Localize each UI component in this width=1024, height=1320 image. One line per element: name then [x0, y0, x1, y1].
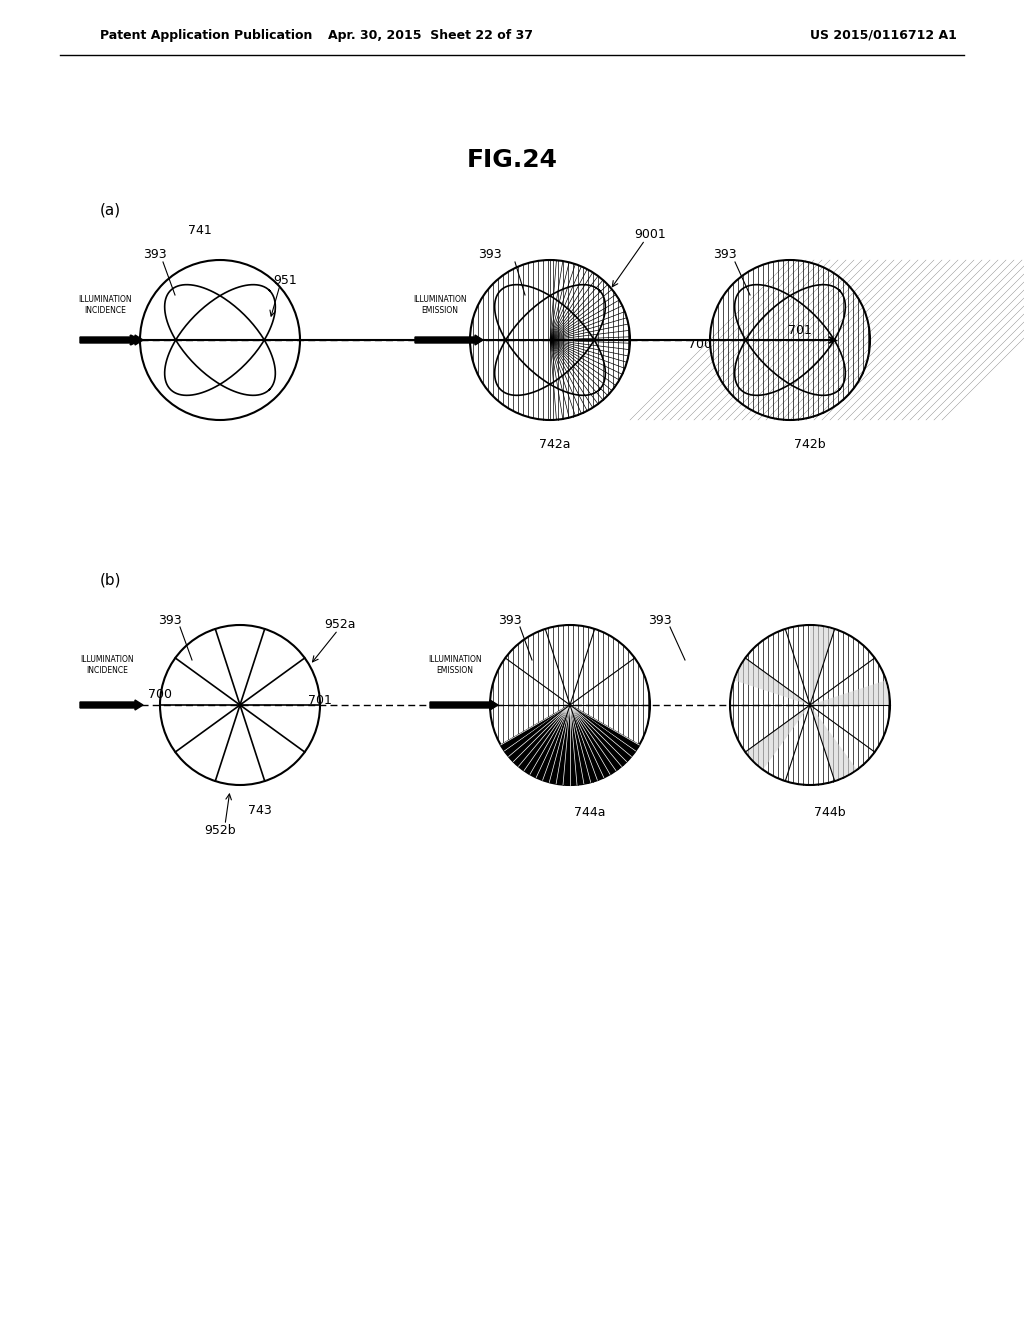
Circle shape: [710, 260, 870, 420]
Text: 393: 393: [499, 614, 522, 627]
Circle shape: [730, 624, 890, 785]
Text: US 2015/0116712 A1: US 2015/0116712 A1: [810, 29, 956, 41]
FancyArrow shape: [430, 700, 498, 710]
Wedge shape: [810, 705, 856, 780]
Circle shape: [490, 624, 650, 785]
Text: Apr. 30, 2015  Sheet 22 of 37: Apr. 30, 2015 Sheet 22 of 37: [328, 29, 532, 41]
Text: ILLUMINATION
EMISSION: ILLUMINATION EMISSION: [414, 294, 467, 315]
Text: 744a: 744a: [574, 807, 606, 820]
Text: (b): (b): [100, 573, 122, 587]
Wedge shape: [810, 626, 835, 705]
Text: Patent Application Publication: Patent Application Publication: [100, 29, 312, 41]
Text: 742b: 742b: [795, 438, 825, 451]
Text: 393: 393: [648, 614, 672, 627]
Text: 9001: 9001: [634, 228, 666, 242]
Text: 700: 700: [148, 689, 172, 701]
Text: 393: 393: [143, 248, 167, 261]
Circle shape: [470, 260, 630, 420]
Wedge shape: [810, 681, 889, 705]
Text: FIG.24: FIG.24: [467, 148, 557, 172]
Text: 741: 741: [188, 223, 212, 236]
FancyArrow shape: [80, 700, 143, 710]
Text: 742a: 742a: [540, 438, 570, 451]
Text: 393: 393: [478, 248, 502, 261]
FancyArrow shape: [415, 335, 483, 345]
Text: 952a: 952a: [325, 619, 355, 631]
Wedge shape: [502, 705, 638, 784]
Text: ILLUMINATION
INCIDENCE: ILLUMINATION INCIDENCE: [80, 655, 134, 675]
Text: 951: 951: [273, 273, 297, 286]
Wedge shape: [735, 659, 810, 705]
Text: 701: 701: [788, 323, 812, 337]
Text: 952b: 952b: [204, 824, 236, 837]
Text: ILLUMINATION
INCIDENCE: ILLUMINATION INCIDENCE: [78, 294, 132, 315]
Text: 743: 743: [248, 804, 272, 817]
Text: 701: 701: [308, 693, 332, 706]
Text: 700: 700: [688, 338, 712, 351]
Text: ILLUMINATION
EMISSION: ILLUMINATION EMISSION: [428, 655, 482, 675]
Text: 744b: 744b: [814, 807, 846, 820]
Text: 393: 393: [713, 248, 737, 261]
Wedge shape: [746, 705, 810, 770]
Text: 393: 393: [158, 614, 182, 627]
Text: (a): (a): [100, 202, 121, 218]
FancyArrow shape: [80, 335, 143, 345]
